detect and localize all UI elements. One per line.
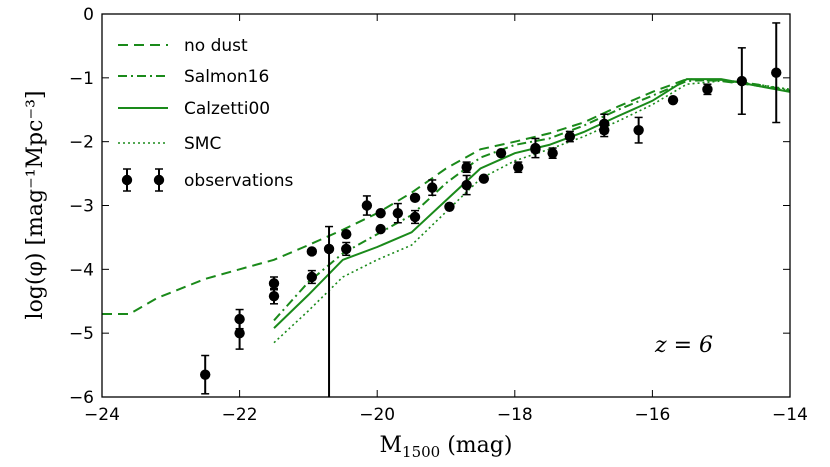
series-no-dust: [102, 78, 790, 315]
x-tick-label: −18: [497, 405, 533, 425]
legend-label: Salmon16: [184, 67, 269, 87]
observation-point: [375, 207, 386, 219]
y-tick-label: −1: [69, 69, 94, 89]
legend-label: no dust: [184, 36, 248, 56]
y-tick-label: −6: [69, 388, 94, 408]
observation-point: [268, 278, 280, 289]
observation-point: [409, 211, 421, 223]
x-tick-label: −22: [222, 405, 258, 425]
observation-point: [633, 124, 644, 136]
legend-label: Calzetti00: [184, 99, 270, 119]
y-tick-label: −2: [69, 133, 94, 153]
observation-point: [667, 94, 679, 106]
x-axis-title-unit: (mag): [440, 433, 512, 458]
observation-point: [495, 147, 507, 159]
y-tick-label: −3: [69, 197, 94, 217]
observation-point: [530, 144, 541, 155]
observation-point: [461, 162, 472, 173]
observation-point: [323, 243, 335, 255]
observation-point: [736, 75, 748, 87]
plot-frame: [101, 13, 791, 398]
observation-point: [200, 369, 211, 380]
series-calzetti00: [273, 78, 790, 329]
observation-point: [702, 84, 713, 95]
redshift-annotation: z = 6: [654, 333, 713, 358]
observation-point: [306, 246, 318, 257]
x-axis-title-sub: 1500: [402, 443, 440, 461]
observation-point: [341, 229, 352, 240]
observation-point: [392, 207, 404, 219]
observation-point: [547, 147, 558, 159]
series-salmon16: [273, 78, 790, 322]
observation-point: [564, 131, 576, 142]
legend-label: observations: [184, 171, 294, 191]
observation-point: [427, 182, 438, 193]
observation-point: [771, 67, 782, 78]
legend-marker: [153, 174, 165, 186]
x-tick-label: −20: [359, 405, 395, 425]
observation-point: [375, 223, 386, 235]
observation-point: [268, 290, 280, 302]
y-axis-title: log(φ) [mag⁻¹Mpc⁻³]: [23, 91, 48, 320]
y-tick-label: −5: [69, 324, 94, 344]
x-tick-label: −16: [634, 405, 670, 425]
observation-points: [200, 22, 782, 397]
observation-point: [513, 162, 524, 173]
x-tick-label: −24: [84, 405, 120, 425]
observation-point: [478, 173, 490, 184]
x-axis-title-main: M: [380, 433, 403, 458]
observation-point: [461, 179, 472, 191]
legend: no dust Salmon16 Calzetti00 SMC observations: [118, 36, 294, 192]
observation-point: [599, 124, 610, 136]
y-tick-label: −4: [69, 260, 94, 280]
legend-label: SMC: [184, 134, 221, 154]
observation-point: [361, 200, 373, 211]
observation-point: [444, 201, 455, 212]
observation-point: [409, 192, 421, 204]
observation-point: [234, 327, 245, 339]
observation-point: [306, 271, 318, 283]
y-tick-label: 0: [83, 5, 94, 25]
legend-marker: [121, 174, 133, 186]
x-axis-title: M1500 (mag): [380, 433, 513, 461]
axis-ticks: −24 −22 −20 −18 −16 −14 0 −1 −2 −3 −4 −5 −6: [69, 5, 808, 425]
series-smc: [273, 80, 790, 344]
observation-point: [341, 243, 352, 255]
x-tick-label: −14: [772, 405, 808, 425]
